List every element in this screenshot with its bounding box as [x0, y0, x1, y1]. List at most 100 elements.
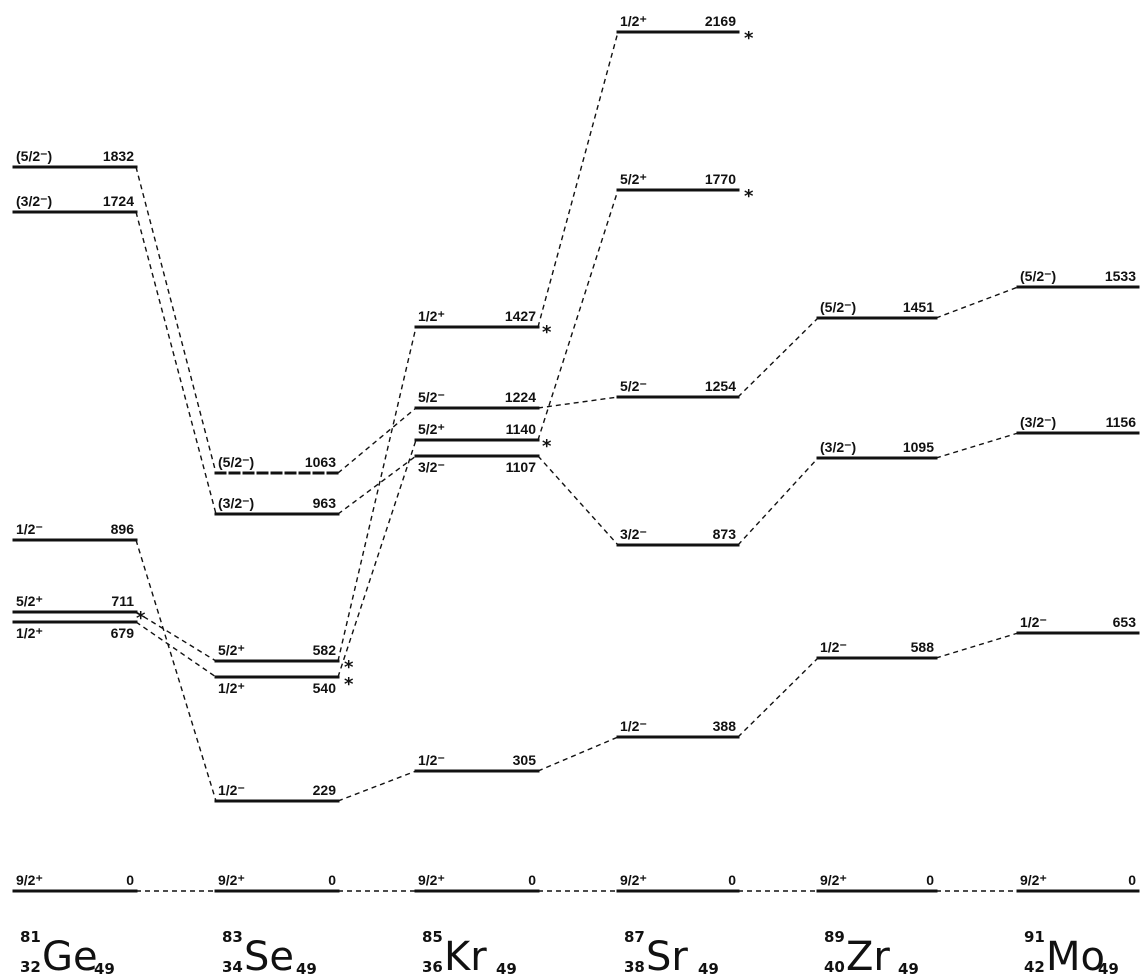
spin-parity-label: 1/2⁺	[16, 625, 43, 641]
connection-line	[337, 326, 417, 662]
energy-label: 0	[528, 872, 536, 888]
column-kr: 9/2⁺ 0 1/2⁻ 305 3/2⁻ 1107 5/2⁺ 1140 * 5/2⁻ 1224 1/2…	[414, 308, 552, 893]
energy-label: 0	[126, 872, 134, 888]
connection-line	[135, 211, 217, 515]
energy-label: 1224	[505, 389, 536, 405]
energy-label: 873	[713, 526, 737, 542]
column-ge: 9/2⁺ 0 1/2⁺ 679* 5/2⁺ 711 1/2⁻ 896 (3/2⁻) 1724 (5/…	[12, 148, 146, 893]
energy-label: 0	[1128, 872, 1136, 888]
energy-label: 1140	[506, 421, 537, 437]
spin-parity-label: 1/2⁻	[218, 782, 245, 798]
element-symbol: Se	[244, 934, 294, 977]
connection-line	[537, 736, 619, 772]
energy-label: 711	[111, 593, 134, 609]
spin-parity-label: 5/2⁻	[620, 378, 647, 394]
connection-line	[135, 621, 217, 678]
energy-label: 1095	[903, 439, 934, 455]
energy-label: 1156	[1106, 414, 1137, 430]
asterisk-marker: *	[344, 674, 354, 695]
spin-parity-label: 5/2⁺	[620, 171, 647, 187]
spin-parity-label: 3/2⁻	[620, 526, 647, 542]
column-se: 9/2⁺ 0 1/2⁻ 229 1/2⁺ 540 * 5/2⁺ 582 * (3/2⁻) 963 (5/…	[214, 454, 354, 893]
asterisk-marker: *	[744, 186, 754, 207]
spin-parity-label: (3/2⁻)	[820, 439, 856, 455]
connection-line	[737, 317, 819, 398]
spin-parity-label: 9/2⁺	[218, 872, 245, 888]
connection-line	[537, 455, 619, 546]
column-zr: 9/2⁺ 0 1/2⁻ 588 (3/2⁻) 1095 (5/2⁻) 1451	[816, 299, 938, 893]
energy-label: 1533	[1105, 268, 1136, 284]
energy-label: 679	[111, 625, 135, 641]
spin-parity-label: 1/2⁻	[620, 718, 647, 734]
connection-line	[135, 539, 217, 802]
spin-parity-label: 1/2⁻	[418, 752, 445, 768]
connection-lines	[135, 31, 1019, 892]
energy-label: 540	[313, 680, 337, 696]
spin-parity-label: 5/2⁺	[218, 642, 245, 658]
spin-parity-label: 5/2⁺	[418, 421, 445, 437]
column-mo: 9/2⁺ 0 1/2⁻ 653 (3/2⁻) 1156 (5/2⁻) 1533	[1016, 268, 1140, 893]
connection-line	[537, 31, 619, 328]
proton-number: 32	[20, 958, 41, 976]
spin-parity-label: 1/2⁺	[418, 308, 445, 324]
spin-parity-label: 1/2⁺	[218, 680, 245, 696]
asterisk-marker: *	[542, 436, 552, 457]
neutron-number: 49	[898, 960, 919, 977]
spin-parity-label: 1/2⁻	[1020, 614, 1047, 630]
connection-line	[337, 439, 417, 678]
spin-parity-label: (5/2⁻)	[218, 454, 254, 470]
proton-number: 40	[824, 958, 845, 976]
spin-parity-label: (5/2⁻)	[1020, 268, 1056, 284]
spin-parity-label: (3/2⁻)	[1020, 414, 1056, 430]
spin-parity-label: 9/2⁺	[16, 872, 43, 888]
spin-parity-label: 9/2⁺	[820, 872, 847, 888]
nucleus-label-kr: 85 36 Kr 49	[422, 928, 517, 977]
proton-number: 36	[422, 958, 443, 976]
mass-number: 81	[20, 928, 41, 946]
connection-line	[935, 286, 1019, 319]
element-symbol: Kr	[444, 934, 487, 977]
spin-parity-label: 9/2⁺	[1020, 872, 1047, 888]
asterisk-marker: *	[542, 322, 552, 343]
energy-label: 0	[328, 872, 336, 888]
spin-parity-label: 3/2⁻	[418, 459, 445, 475]
energy-label: 1107	[506, 459, 537, 475]
column-sr: 9/2⁺ 0 1/2⁻ 388 3/2⁻ 873 5/2⁻ 1254 5/2⁺ 1770 * 1/2⁺…	[616, 13, 754, 893]
connection-line	[737, 657, 819, 738]
connection-line	[935, 632, 1019, 659]
spin-parity-label: 1/2⁻	[820, 639, 847, 655]
asterisk-marker: *	[136, 608, 146, 629]
energy-label: 1427	[505, 308, 536, 324]
neutron-number: 49	[698, 960, 719, 977]
mass-number: 87	[624, 928, 645, 946]
connection-line	[337, 407, 417, 474]
connection-line	[537, 189, 619, 441]
energy-label: 0	[728, 872, 736, 888]
spin-parity-label: (3/2⁻)	[16, 193, 52, 209]
spin-parity-label: (5/2⁻)	[820, 299, 856, 315]
neutron-number: 49	[296, 960, 317, 977]
asterisk-marker: *	[744, 28, 754, 49]
connection-line	[135, 611, 217, 662]
mass-number: 83	[222, 928, 243, 946]
connection-line	[737, 457, 819, 546]
spin-parity-label: 1/2⁺	[620, 13, 647, 29]
spin-parity-label: 1/2⁻	[16, 521, 43, 537]
energy-label: 1254	[705, 378, 736, 394]
asterisk-marker: *	[344, 657, 354, 678]
element-symbol: Zr	[846, 934, 890, 977]
proton-number: 34	[222, 958, 243, 976]
energy-label: 896	[111, 521, 135, 537]
energy-label: 305	[513, 752, 537, 768]
connection-line	[537, 396, 619, 409]
neutron-number: 49	[1098, 960, 1119, 977]
spin-parity-label: 5/2⁻	[418, 389, 445, 405]
mass-number: 91	[1024, 928, 1045, 946]
connection-line	[135, 166, 217, 474]
energy-label: 588	[911, 639, 935, 655]
neutron-number: 49	[94, 960, 115, 977]
nucleus-label-sr: 87 38 Sr 49	[624, 928, 719, 977]
